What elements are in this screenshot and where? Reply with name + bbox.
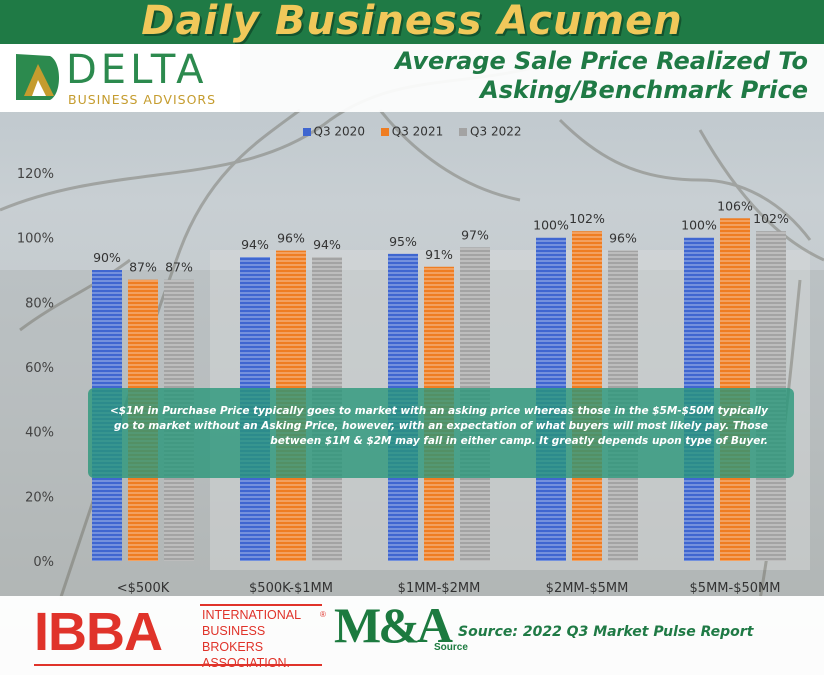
data-label: 87% — [165, 260, 193, 275]
ibba-registered-mark: ® — [320, 610, 326, 619]
ibba-name: INTERNATIONAL BUSINESS BROKERS ASSOCIATI… — [202, 607, 326, 671]
legend-swatch — [302, 127, 311, 136]
annotation-text: <$1M in Purchase Price typically goes to… — [109, 405, 768, 447]
ibba-logo: IBBA — [34, 602, 163, 662]
legend-item-q3-2020: Q3 2020 — [302, 124, 365, 139]
company-name: DELTA — [66, 47, 208, 93]
top-banner — [0, 0, 824, 44]
x-tick-label: $2MM-$5MM — [546, 581, 629, 596]
data-label: 94% — [241, 237, 269, 252]
y-tick-label: 60% — [25, 361, 54, 376]
data-label: 102% — [569, 211, 605, 226]
y-tick-label: 120% — [17, 167, 54, 182]
y-tick-label: 0% — [33, 555, 54, 570]
banner-title: Daily Business Acumen — [141, 0, 683, 44]
x-tick-label: <$500K — [117, 581, 170, 596]
data-label: 90% — [93, 250, 121, 265]
data-label: 100% — [533, 218, 569, 233]
legend-label: Q3 2021 — [391, 124, 444, 139]
x-tick-label: $500K-$1MM — [249, 581, 333, 596]
data-label: 87% — [129, 260, 157, 275]
ibba-rule-bottom — [34, 664, 322, 666]
footer-band — [0, 596, 824, 675]
data-label: 97% — [461, 227, 489, 242]
legend-swatch — [380, 127, 389, 136]
data-label: 102% — [753, 211, 789, 226]
title-panel — [240, 44, 824, 112]
ibba-rule-top — [200, 604, 322, 606]
ibba-name-text: INTERNATIONAL BUSINESS BROKERS ASSOCIATI… — [202, 608, 301, 670]
data-label: 106% — [717, 198, 753, 213]
data-label: 91% — [425, 247, 453, 262]
ma-source-logo-text: Source — [434, 642, 468, 653]
legend-label: Q3 2020 — [313, 124, 365, 139]
delta-logo-icon — [16, 54, 59, 100]
source-citation: Source: 2022 Q3 Market Pulse Report — [458, 624, 754, 640]
data-label: 100% — [681, 218, 717, 233]
company-tagline: BUSINESS ADVISORS — [68, 92, 217, 107]
y-tick-label: 20% — [25, 490, 54, 505]
data-label: 96% — [609, 231, 637, 246]
legend-item-q3-2022: Q3 2022 — [459, 124, 521, 139]
data-label: 96% — [277, 231, 305, 246]
x-tick-label: $1MM-$2MM — [398, 581, 481, 596]
legend-swatch — [459, 127, 468, 136]
ma-source-logo: M&A — [334, 597, 453, 653]
data-label: 95% — [389, 234, 417, 249]
data-label: 94% — [313, 237, 341, 252]
chart-legend: Q3 2020 Q3 2021 Q3 2022 — [0, 124, 824, 139]
y-tick-label: 80% — [25, 296, 54, 311]
y-tick-label: 100% — [17, 232, 54, 247]
chart-title: Average Sale Price Realized To Asking/Be… — [395, 47, 808, 104]
legend-item-q3-2021: Q3 2021 — [380, 124, 444, 139]
legend-label: Q3 2022 — [470, 124, 522, 139]
annotation-box — [88, 388, 794, 478]
y-tick-label: 40% — [25, 426, 54, 441]
x-tick-label: $5MM-$50MM — [690, 581, 781, 596]
